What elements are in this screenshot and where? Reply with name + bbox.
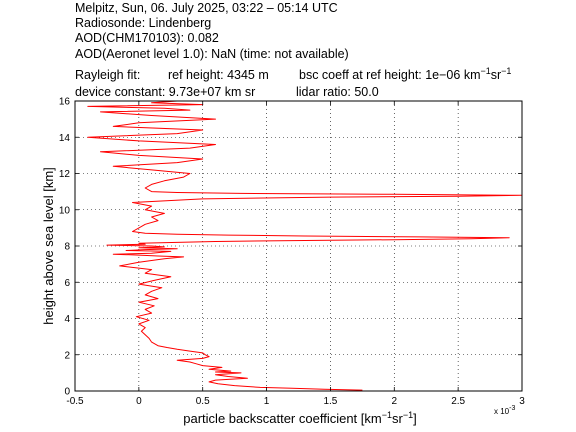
y-tick-label: 6	[64, 278, 70, 289]
header-rayleigh-label: Rayleigh fit:	[75, 68, 140, 82]
y-tick-label: 2	[64, 350, 70, 361]
x-tick-label: 1.5	[323, 396, 337, 407]
x-tick-label: 0	[136, 396, 142, 407]
header-aod-aeronet: AOD(Aeronet level 1.0): NaN (time: not a…	[75, 47, 349, 61]
y-tick-label: 10	[59, 205, 71, 216]
x-tick-label: 3	[519, 396, 525, 407]
header-ref-height: ref height: 4345 m	[168, 68, 269, 82]
x-tick-label: 0.5	[196, 396, 210, 407]
x-tick-label: 2.5	[451, 396, 465, 407]
header-aod-chm: AOD(CHM170103): 0.082	[75, 31, 219, 45]
x-tick-label: 2	[392, 396, 398, 407]
bsc-coeff-prefix: bsc coeff at ref height: 1e−06 km	[299, 68, 480, 82]
x-tick-label: 1	[264, 396, 270, 407]
header-radiosonde: Radiosonde: Lindenberg	[75, 16, 211, 30]
x-tick-label: -0.5	[66, 396, 84, 407]
y-axis-label: height above sea level [km]	[41, 167, 56, 325]
header-lidar-ratio: lidar ratio: 50.0	[296, 85, 379, 99]
backscatter-profile-line-0	[87, 101, 522, 391]
header-title: Melpitz, Sun, 06. July 2025, 03:22 – 05:…	[75, 1, 338, 15]
y-tick-label: 4	[64, 314, 70, 325]
y-tick-label: 0	[64, 387, 70, 398]
header-bsc-coeff: bsc coeff at ref height: 1e−06 km−1sr−1	[299, 66, 511, 82]
grid-lines	[75, 101, 522, 391]
y-tick-label: 8	[64, 242, 70, 253]
series-layer	[87, 101, 522, 391]
y-tick-label: 16	[59, 97, 71, 108]
x-axis-label: particle backscatter coefficient [km−1sr…	[183, 410, 416, 426]
header-device-constant: device constant: 9.73e+07 km sr	[75, 85, 255, 99]
y-tick-label: 14	[59, 133, 71, 144]
y-tick-label: 12	[59, 169, 71, 180]
x-multiplier: x 10-3	[494, 405, 515, 416]
